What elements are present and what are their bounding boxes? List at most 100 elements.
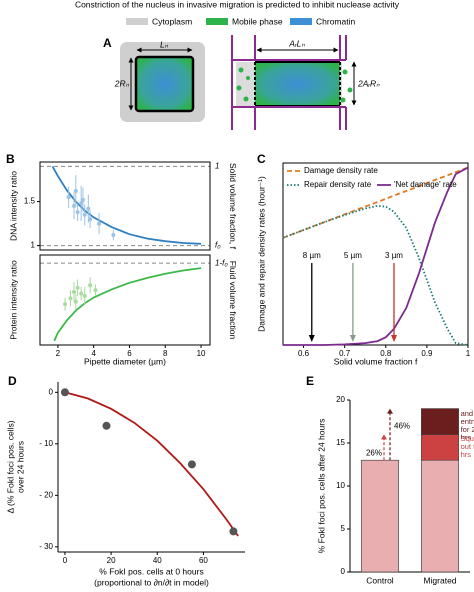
y-tick-label: 0	[49, 387, 54, 396]
y2-axis-label: Solid volume fraction, f	[228, 163, 238, 250]
legend-label: 'Net damage' rate	[394, 180, 457, 189]
arrow-head	[387, 408, 393, 414]
nucleus	[255, 62, 340, 106]
data-point	[63, 302, 68, 307]
data-point	[88, 283, 93, 288]
length-label: AᵣLₙ	[288, 38, 305, 48]
data-point	[72, 289, 76, 294]
diameter-label: 8 µm	[303, 251, 321, 260]
figure-title: Constriction of the nucleus in invasive …	[75, 0, 400, 9]
legend-label: Cytoplasm	[152, 16, 192, 26]
legend-label: Damage density rate	[304, 166, 378, 175]
arrow-head	[391, 335, 397, 342]
data-point	[79, 291, 84, 296]
pipette-wall	[255, 35, 347, 130]
plot-frame	[39, 254, 211, 346]
data-point	[60, 388, 69, 397]
segment-label: Squeeze out for 3 hrs	[460, 434, 474, 460]
data-point	[75, 285, 80, 290]
curve	[64, 391, 239, 537]
y-tick-label: 20	[336, 395, 345, 404]
legend-label: Mobile phase	[232, 16, 283, 26]
x-axis-label: % FokI pos. cells at 0 hours	[99, 566, 203, 576]
data-point	[68, 296, 73, 301]
legend-label: Chromatin	[316, 16, 355, 26]
legend-swatch	[206, 18, 228, 25]
y-tick-label: 5	[341, 524, 346, 533]
increase-label: 26%	[366, 448, 382, 457]
y2-tick-label: f₀	[215, 241, 221, 250]
panel-letter: E	[306, 374, 314, 388]
legend-swatch	[126, 18, 148, 25]
x-tick-label: 40	[153, 556, 162, 565]
data-point	[72, 204, 76, 208]
y2-axis-label: Fluid volume fraction	[228, 261, 238, 340]
x-tick-label: 1	[466, 349, 471, 358]
data-point	[80, 197, 85, 202]
segment-label: Rupture and re-entry for 2.2 hrs	[460, 408, 474, 439]
y-axis-label: DNA intensity ratio	[8, 171, 18, 241]
data-point	[86, 206, 91, 211]
x-tick-label: 0.8	[380, 349, 392, 358]
y2-tick-label: 1-f₀	[215, 258, 228, 267]
diagram-legend: Cytoplasm Mobile phase Chromatin	[126, 16, 355, 26]
x-tick-label: 8	[163, 349, 168, 358]
y-tick-label: - 20	[39, 490, 53, 499]
arrow-head	[349, 335, 356, 342]
legend-swatch	[290, 18, 312, 25]
x-tick-label: Control	[366, 575, 394, 585]
x-tick-label: Migrated	[423, 575, 456, 585]
arrow-head	[381, 434, 387, 440]
radius-label: 2AᵣRₙ	[357, 78, 380, 88]
y-tick-label: 10	[336, 481, 345, 490]
data-point	[93, 288, 98, 293]
data-point	[88, 217, 93, 222]
data-point	[73, 299, 78, 304]
increase-label: 46%	[394, 422, 410, 431]
curve	[282, 204, 469, 346]
bar-segment	[421, 459, 459, 573]
y-tick-label: 15	[336, 438, 345, 447]
y2-tick-label: 1	[215, 162, 219, 171]
data-point	[187, 460, 196, 469]
curve	[51, 165, 202, 245]
panel-letter: B	[6, 152, 15, 166]
x-tick-label: 0	[63, 556, 68, 565]
y-tick-label: 1.5	[24, 197, 36, 206]
data-point	[111, 233, 116, 238]
segment-label-box: Rupture and re-entry for 2.2 hrs	[461, 409, 474, 439]
data-point	[102, 421, 111, 430]
legend-label: Repair density rate	[304, 180, 372, 189]
x-tick-label: 60	[199, 556, 208, 565]
x-tick-label: 4	[91, 349, 96, 358]
bar-segment	[421, 408, 459, 435]
bar-segment	[421, 434, 459, 461]
panel-letter: D	[8, 374, 17, 388]
y-axis-label: over 24 hours	[15, 441, 25, 493]
panel-letter: A	[103, 36, 112, 50]
length-label: Lₙ	[160, 39, 169, 49]
y-axis-label: % FokI foci pos. cells after 24 hours	[316, 419, 326, 554]
panel-letter: C	[257, 152, 266, 166]
y-tick-label: 0	[341, 567, 346, 576]
x-axis-label: (proportional to ∂n/∂t in model)	[94, 577, 209, 587]
y-tick-label: 1	[31, 241, 36, 250]
nucleus	[134, 55, 195, 113]
y-axis-label: Damage and repair density rates (hour⁻¹)	[256, 176, 266, 332]
data-point	[229, 527, 238, 536]
x-tick-label: 0.6	[298, 349, 310, 358]
plot-frame	[39, 161, 211, 251]
y-axis-label: Δ (% FokI foci pos. cells)	[5, 420, 15, 513]
data-point	[75, 210, 80, 215]
data-point	[82, 293, 87, 298]
curve	[53, 267, 202, 342]
y-tick-label: - 10	[39, 439, 53, 448]
data-point	[79, 201, 84, 206]
x-tick-label: 10	[197, 349, 206, 358]
mobile-phase-dots	[236, 67, 353, 103]
x-axis-label: Pipette diameter (µm)	[84, 356, 166, 366]
bar-segment	[361, 459, 399, 573]
y-tick-label: - 30	[39, 542, 53, 551]
x-tick-label: 6	[127, 349, 132, 358]
